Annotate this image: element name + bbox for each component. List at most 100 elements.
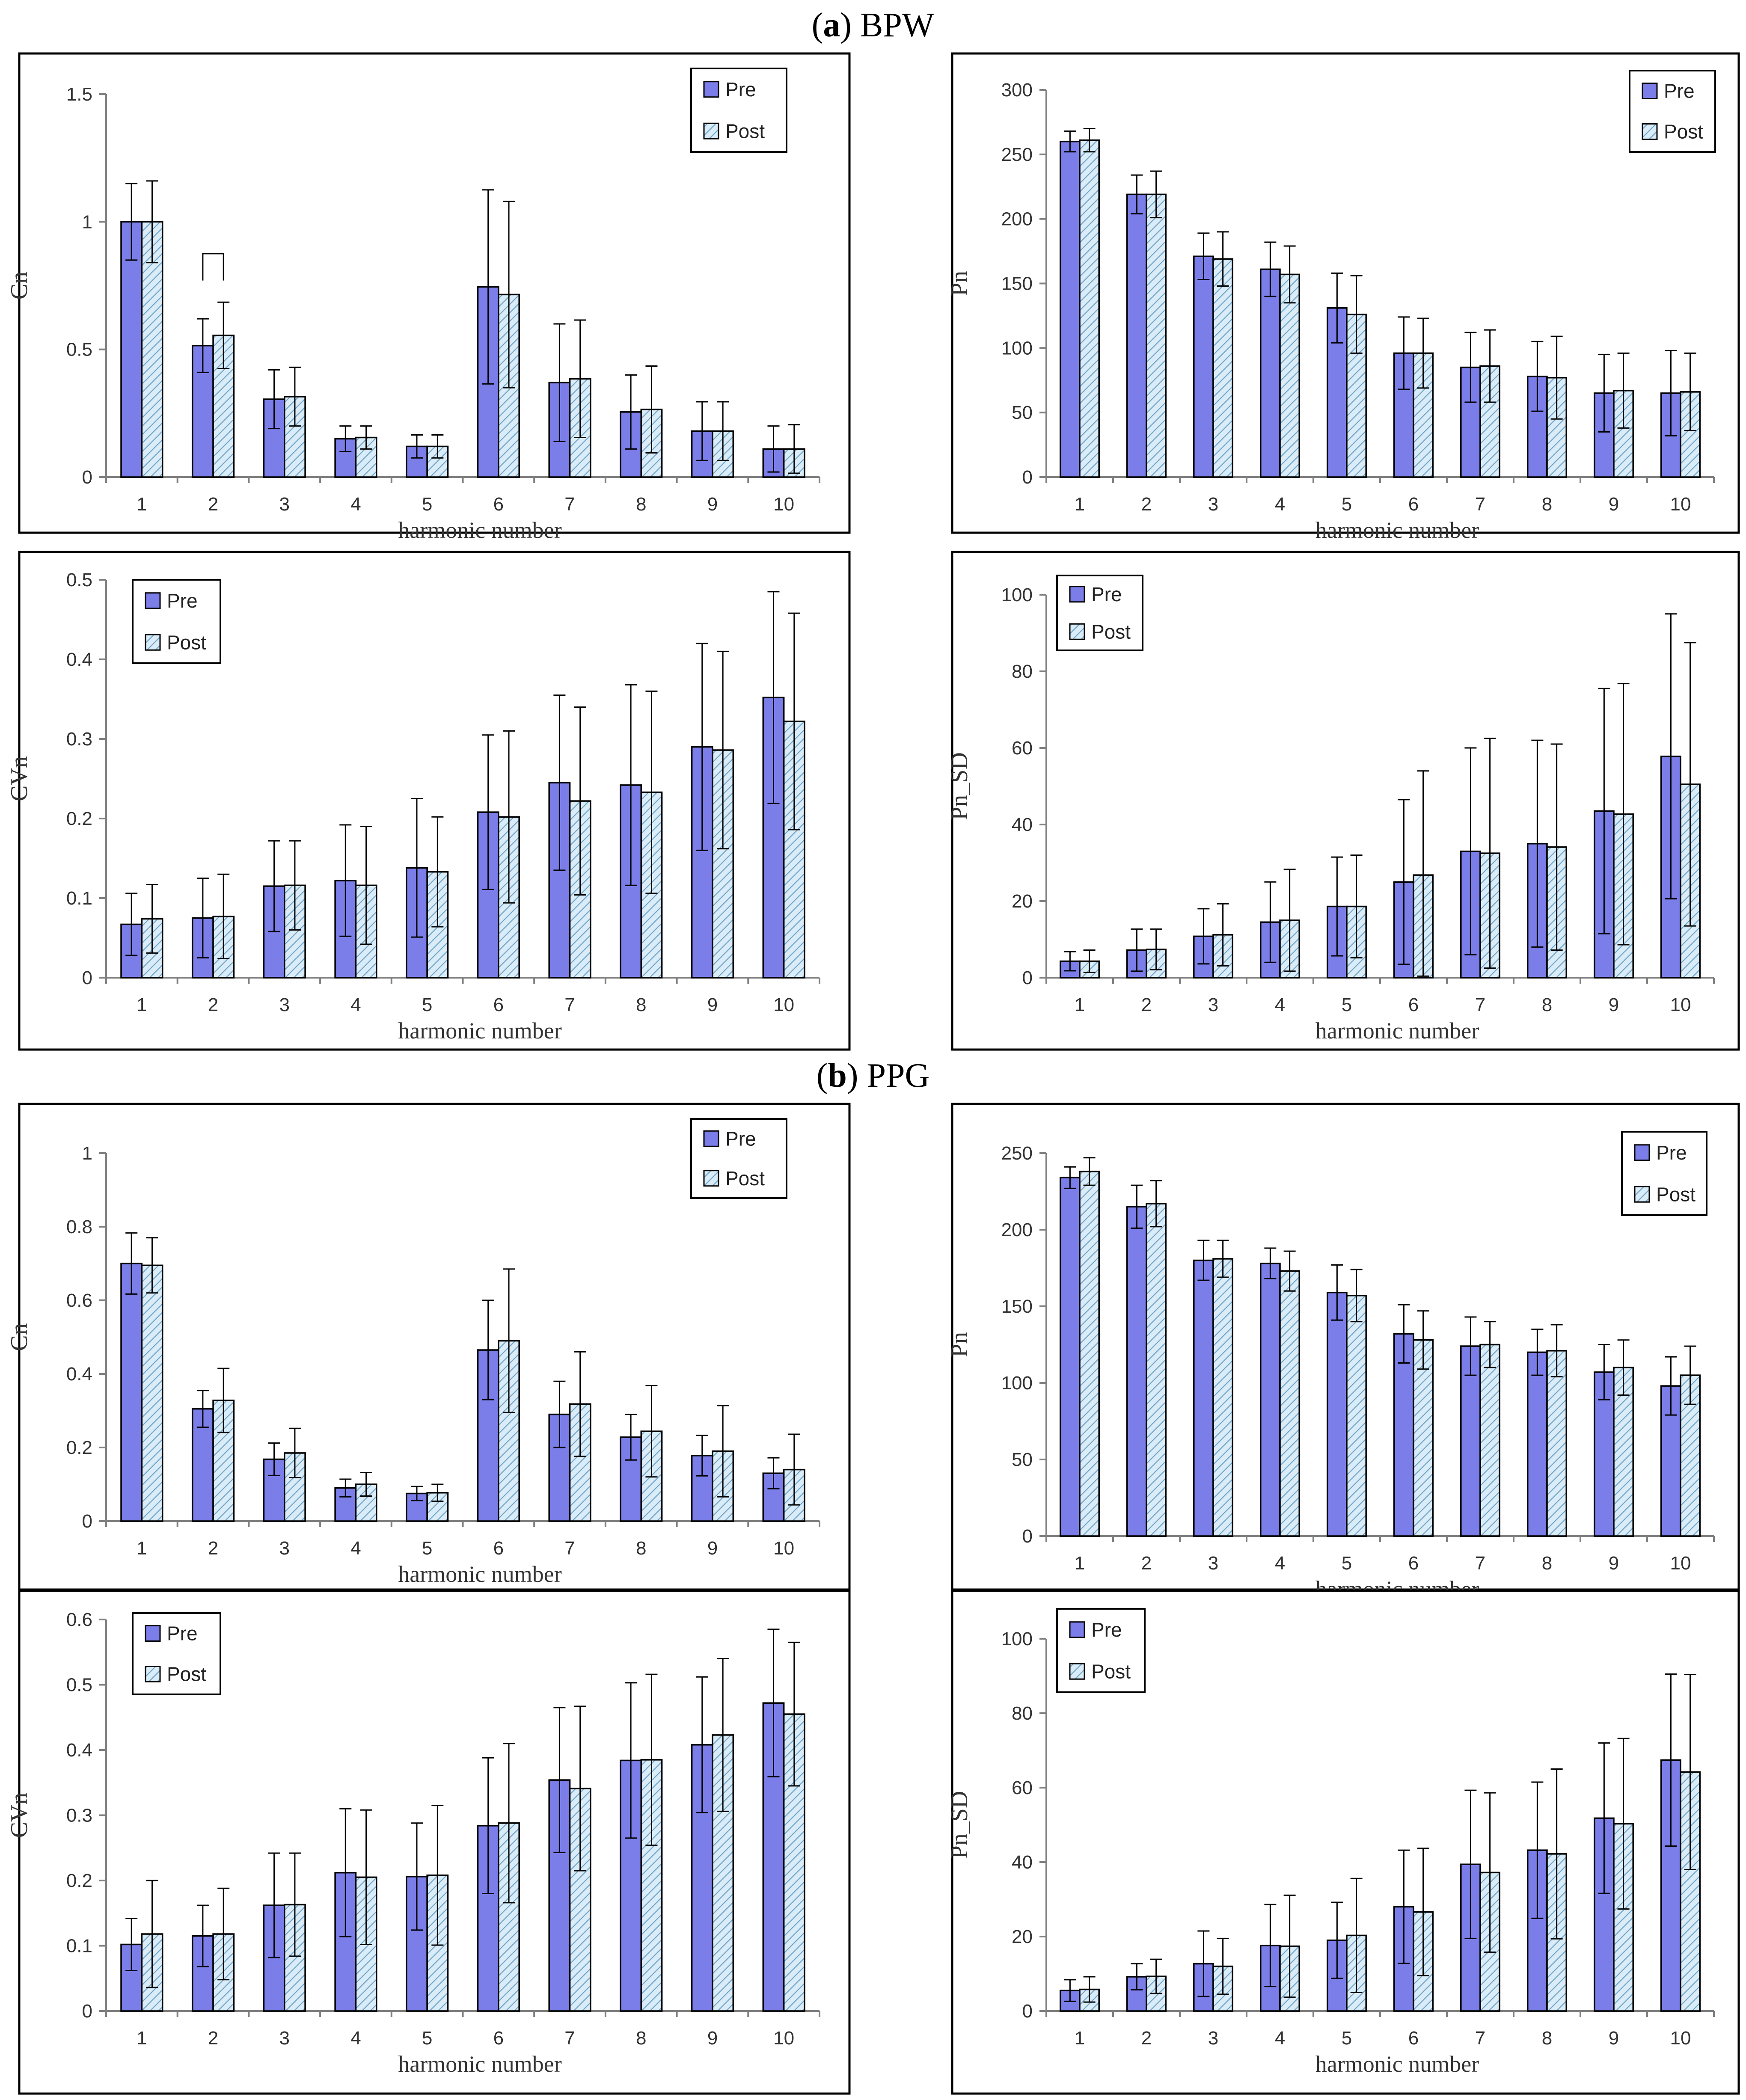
- chart-ppg-cvn: 0 0.1 0.2 0.3 0.4 0.5 0.6 1 2 3 4 5 6 7 8 9 10 harmonic n…: [6, 1590, 851, 2095]
- legend-label-post: Post: [1656, 1183, 1696, 1205]
- legend: Pre Post: [132, 579, 221, 664]
- x-tick-label: 9: [1609, 494, 1619, 515]
- legend-label-post: Post: [167, 631, 206, 653]
- x-tick-label: 6: [493, 1538, 504, 1559]
- y-tick-label: 0.3: [66, 1805, 92, 1826]
- legend-swatch-pre: [703, 1130, 719, 1147]
- bar-post: [1346, 1295, 1367, 1537]
- x-tick-label: 8: [636, 2028, 646, 2049]
- legend-swatch-post: [1069, 1663, 1085, 1680]
- legend-label-pre: Pre: [167, 590, 198, 612]
- x-tick-label: 10: [1670, 2028, 1691, 2049]
- x-tick-label: 9: [707, 1538, 718, 1559]
- section-title-a: (a) BPW: [812, 6, 935, 44]
- x-tick-label: 10: [773, 494, 794, 515]
- chart-ppg-cn: 0 0.2 0.4 0.6 0.8 1 1 2 3 4 5 6 7 8 9 10 harmonic number…: [6, 1103, 851, 1591]
- x-tick-label: 10: [773, 994, 794, 1015]
- y-tick-label: 100: [1001, 584, 1033, 605]
- y-tick-label: 50: [1012, 402, 1033, 423]
- y-tick-label: 0.5: [66, 1675, 92, 1696]
- x-tick-label: 2: [208, 1538, 218, 1559]
- x-axis-title: harmonic number: [398, 1018, 561, 1044]
- x-tick-label: 10: [1670, 994, 1691, 1015]
- x-tick-label: 1: [137, 2028, 147, 2049]
- y-tick-label: 1: [82, 1143, 92, 1164]
- x-tick-label: 9: [1609, 2028, 1619, 2049]
- y-tick-label: 0: [1022, 2001, 1033, 2022]
- x-tick-label: 7: [1475, 2028, 1485, 2049]
- y-tick-label: 0.2: [66, 808, 92, 829]
- y-tick-label: 1: [82, 211, 92, 232]
- y-tick-label: 0.2: [66, 1437, 92, 1458]
- bar-post: [1212, 1258, 1233, 1537]
- x-tick-label: 4: [350, 2028, 361, 2049]
- x-tick-label: 8: [636, 1538, 646, 1559]
- x-tick-label: 3: [279, 994, 290, 1015]
- y-axis-title: Pn: [946, 1332, 973, 1357]
- legend-swatch-pre: [1069, 1621, 1085, 1638]
- bar-post: [1279, 1270, 1300, 1537]
- x-tick-label: 6: [493, 2028, 504, 2049]
- x-tick-label: 6: [1408, 1553, 1419, 1574]
- y-tick-label: 20: [1012, 1926, 1033, 1947]
- legend-swatch-post: [703, 122, 719, 139]
- y-tick-label: 150: [1001, 1296, 1033, 1317]
- x-tick-label: 6: [493, 994, 504, 1015]
- x-tick-label: 2: [208, 2028, 218, 2049]
- bar-pre: [120, 1263, 143, 1522]
- y-tick-label: 0.1: [66, 1936, 92, 1957]
- x-tick-label: 5: [422, 494, 432, 515]
- x-tick-label: 7: [564, 2028, 575, 2049]
- x-tick-label: 10: [773, 1538, 794, 1559]
- y-tick-label: 40: [1012, 814, 1033, 835]
- legend: Pre Post: [1056, 575, 1143, 651]
- legend-label-post: Post: [1091, 1660, 1131, 1682]
- bar-post: [1546, 1350, 1567, 1537]
- y-tick-label: 100: [1001, 338, 1033, 359]
- x-tick-label: 3: [279, 494, 290, 515]
- bar-post: [1146, 1203, 1167, 1537]
- legend-label-pre: Pre: [1091, 583, 1122, 605]
- legend-swatch-pre: [1634, 1144, 1650, 1161]
- x-tick-label: 1: [1075, 1553, 1085, 1574]
- x-axis-title: harmonic number: [398, 2051, 561, 2077]
- x-tick-label: 9: [1609, 1553, 1619, 1574]
- chart-bpw-pn: 0 50 100 150 200 250 300 1 2 3 4 5 6 7 8 9 10 harmonic nu…: [946, 52, 1740, 543]
- legend-label-pre: Pre: [725, 1127, 756, 1150]
- x-tick-label: 7: [564, 1538, 575, 1559]
- x-tick-label: 2: [208, 494, 218, 515]
- significance-bracket: [202, 253, 224, 281]
- y-tick-label: 0.4: [66, 1740, 92, 1761]
- y-tick-label: 60: [1012, 1777, 1033, 1798]
- x-tick-label: 10: [773, 2028, 794, 2049]
- x-tick-label: 1: [1075, 994, 1085, 1015]
- bar-pre: [1126, 1206, 1147, 1537]
- bar-pre: [1126, 193, 1147, 478]
- y-tick-label: 0.4: [66, 1364, 92, 1385]
- legend-swatch-post: [703, 1170, 719, 1187]
- y-tick-label: 0.8: [66, 1216, 92, 1237]
- legend-label-post: Post: [1091, 620, 1131, 643]
- x-tick-label: 1: [1075, 2028, 1085, 2049]
- x-tick-label: 1: [1075, 494, 1085, 515]
- legend-swatch-pre: [145, 592, 161, 609]
- y-tick-label: 80: [1012, 661, 1033, 682]
- y-tick-label: 0: [82, 967, 92, 988]
- legend: Pre Post: [690, 68, 787, 153]
- x-tick-label: 1: [137, 494, 147, 515]
- y-tick-label: 250: [1001, 1143, 1033, 1164]
- legend-label-pre: Pre: [167, 1622, 198, 1645]
- x-tick-label: 6: [1408, 2028, 1419, 2049]
- x-tick-label: 9: [1609, 994, 1619, 1015]
- x-tick-label: 4: [1275, 2028, 1285, 2049]
- x-tick-label: 8: [1542, 994, 1552, 1015]
- x-tick-label: 1: [137, 994, 147, 1015]
- y-axis-title: Pn_SD: [946, 1791, 973, 1859]
- y-tick-label: 0: [82, 467, 92, 488]
- x-tick-label: 7: [1475, 994, 1485, 1015]
- y-tick-label: 0.5: [66, 339, 92, 360]
- bar-post: [1212, 258, 1233, 478]
- y-tick-label: 1.5: [66, 84, 92, 105]
- legend: Pre Post: [690, 1118, 787, 1199]
